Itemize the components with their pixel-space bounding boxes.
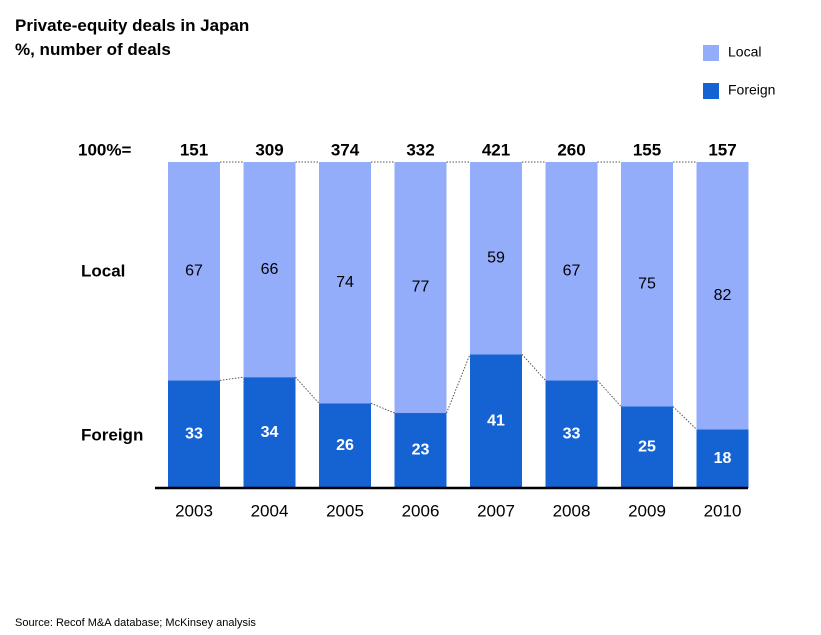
data-label: 66 <box>261 261 279 278</box>
x-tick-label: 2008 <box>553 501 591 520</box>
total-label: 260 <box>557 140 585 159</box>
connector <box>219 376 244 381</box>
x-tick-label: 2007 <box>477 501 515 520</box>
connector <box>370 402 395 414</box>
data-label: 74 <box>336 274 354 291</box>
bar-segment <box>696 429 749 488</box>
legend-label: Foreign <box>728 82 775 98</box>
bar-segment <box>621 162 673 407</box>
chart-subtitle: %, number of deals <box>15 40 171 59</box>
data-label: 25 <box>638 438 656 455</box>
bar-segment <box>394 162 447 414</box>
bar-segment <box>243 377 296 488</box>
data-label: 67 <box>185 262 203 279</box>
data-label: 34 <box>261 424 279 441</box>
total-label: 421 <box>482 140 510 159</box>
bar-segment <box>243 162 296 378</box>
legend-label: Local <box>728 44 761 60</box>
bar-segment <box>621 406 673 488</box>
total-label: 309 <box>255 140 283 159</box>
x-tick-label: 2005 <box>326 501 364 520</box>
data-label: 18 <box>714 450 732 467</box>
bar-segment <box>168 380 220 488</box>
data-label: 75 <box>638 275 656 292</box>
data-label: 82 <box>714 287 732 304</box>
bar-segment <box>470 354 522 488</box>
legend-swatch <box>703 45 719 61</box>
data-label: 23 <box>412 442 430 459</box>
total-label: 157 <box>708 140 736 159</box>
bar-segment <box>394 413 447 488</box>
totals-row-label: 100%= <box>78 140 131 159</box>
x-tick-label: 2010 <box>704 501 742 520</box>
data-label: 77 <box>412 279 430 296</box>
bar-segment <box>319 403 371 488</box>
data-label: 26 <box>336 437 354 454</box>
source-note: Source: Recof M&A database; McKinsey ana… <box>15 617 256 629</box>
x-tick-label: 2004 <box>251 501 289 520</box>
data-label: 33 <box>563 425 581 442</box>
total-label: 151 <box>180 140 208 159</box>
legend-swatch <box>703 83 719 99</box>
x-tick-label: 2003 <box>175 501 213 520</box>
bar-segment <box>168 162 220 381</box>
bar-segment <box>545 162 598 381</box>
data-label: 59 <box>487 249 505 266</box>
bar-segment <box>319 162 371 404</box>
data-label: 67 <box>563 262 581 279</box>
bar-segment <box>545 380 598 488</box>
row-label: Local <box>81 261 125 280</box>
data-label: 41 <box>487 412 505 429</box>
bar-segment <box>470 162 522 355</box>
total-label: 155 <box>633 140 661 159</box>
connector <box>672 406 697 430</box>
chart-title: Private-equity deals in Japan <box>15 16 249 35</box>
bar-segment <box>696 162 749 430</box>
total-label: 332 <box>406 140 434 159</box>
data-label: 33 <box>185 425 203 442</box>
x-tick-label: 2009 <box>628 501 666 520</box>
total-label: 374 <box>331 140 360 159</box>
x-tick-label: 2006 <box>402 501 440 520</box>
row-label: Foreign <box>81 425 143 444</box>
